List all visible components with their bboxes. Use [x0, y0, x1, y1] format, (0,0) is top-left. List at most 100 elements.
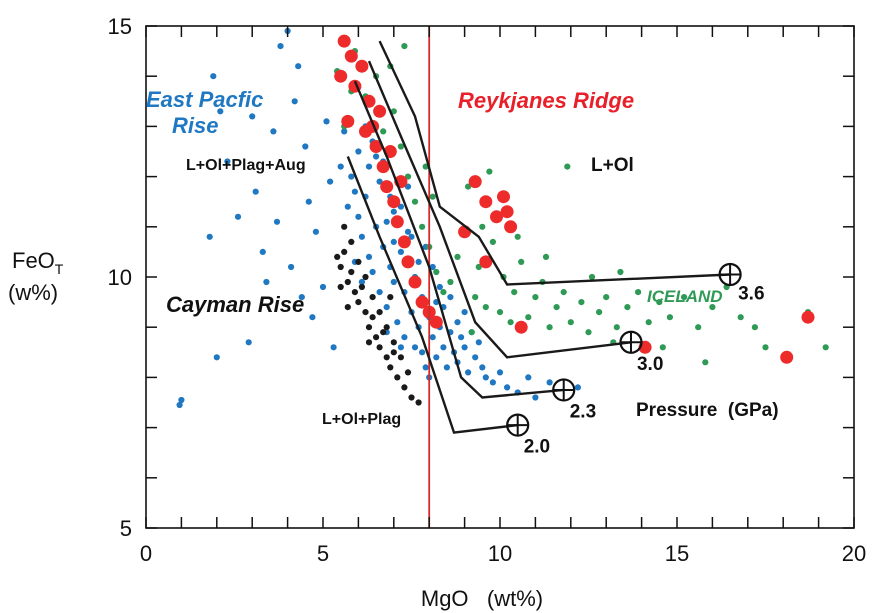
point-0-94 — [397, 203, 404, 210]
point-0-84 — [496, 369, 504, 376]
point-0-2 — [210, 73, 217, 80]
point-0-0 — [176, 401, 183, 409]
annotation-l-ol-plag: L+Ol+Plag — [322, 411, 401, 428]
point-0-103 — [373, 153, 380, 160]
y-axis-unit: (w%) — [8, 280, 58, 305]
point-2-61 — [588, 273, 596, 281]
trend-line-2.0 — [346, 156, 518, 434]
point-0-64 — [433, 354, 440, 361]
point-0-32 — [351, 188, 358, 195]
point-3-8 — [376, 160, 390, 174]
point-3-32 — [801, 310, 815, 324]
point-1-24 — [362, 273, 369, 281]
point-0-82 — [482, 374, 489, 381]
point-2-26 — [507, 319, 514, 326]
point-1-33 — [365, 339, 373, 346]
point-2-9 — [411, 198, 419, 205]
point-0-111 — [330, 344, 337, 351]
point-1-0 — [334, 253, 341, 260]
point-0-12 — [263, 278, 270, 286]
point-0-110 — [309, 314, 316, 321]
point-0-57 — [419, 349, 426, 356]
point-1-1 — [337, 263, 344, 271]
point-3-4 — [355, 59, 369, 73]
axis-ticks — [145, 25, 855, 529]
point-2-32 — [546, 324, 553, 331]
x-axis-title: MgO (wt%) — [421, 586, 543, 611]
point-2-54 — [702, 359, 709, 366]
point-1-26 — [376, 309, 383, 316]
point-0-68 — [443, 364, 450, 371]
point-0-22 — [305, 198, 312, 205]
point-0-4 — [217, 108, 224, 115]
point-2-44 — [645, 319, 652, 326]
x-tick-label: 5 — [317, 541, 329, 566]
point-0-80 — [475, 339, 482, 346]
point-2-19 — [475, 263, 482, 271]
point-0-77 — [465, 369, 472, 376]
point-0-46 — [390, 278, 397, 286]
point-0-11 — [259, 248, 266, 255]
annotation-east-pacific-rise-line1: East Pacfic — [146, 87, 263, 112]
point-2-67 — [401, 43, 408, 50]
point-3-23 — [490, 210, 503, 224]
point-0-23 — [312, 228, 319, 235]
point-0-19 — [298, 294, 305, 301]
point-0-83 — [489, 379, 496, 386]
point-0-17 — [288, 263, 295, 271]
point-0-50 — [401, 334, 408, 341]
y-tick-label: 15 — [108, 14, 132, 39]
point-0-6 — [224, 158, 231, 165]
point-2-35 — [564, 163, 571, 170]
y-axis-title: FeOT — [12, 248, 64, 277]
point-0-9 — [249, 113, 256, 120]
point-2-29 — [525, 314, 532, 321]
point-1-21 — [341, 223, 348, 230]
point-2-65 — [429, 193, 436, 200]
point-2-46 — [666, 314, 674, 321]
point-0-18 — [291, 98, 298, 105]
point-1-12 — [376, 344, 383, 351]
point-0-49 — [397, 248, 404, 255]
point-1-13 — [380, 329, 387, 336]
point-0-25 — [319, 283, 327, 291]
point-2-24 — [496, 309, 504, 316]
point-2-59 — [514, 233, 521, 240]
point-0-104 — [383, 218, 390, 225]
point-2-53 — [762, 344, 769, 351]
point-0-38 — [365, 163, 373, 170]
point-0-29 — [341, 128, 348, 135]
point-1-15 — [387, 364, 394, 371]
pressure-label-3.0: 3.0 — [637, 354, 663, 375]
point-3-2 — [334, 69, 348, 83]
point-2-39 — [596, 309, 603, 316]
point-0-21 — [295, 63, 302, 70]
point-3-9 — [380, 180, 394, 194]
point-1-10 — [369, 314, 376, 321]
point-0-89 — [546, 379, 553, 386]
point-0-74 — [458, 334, 465, 341]
point-2-20 — [479, 223, 486, 230]
point-2-5 — [380, 128, 387, 135]
point-1-31 — [337, 283, 344, 291]
point-3-18 — [373, 104, 387, 118]
point-2-41 — [613, 324, 620, 331]
point-1-30 — [404, 369, 412, 376]
point-3-25 — [500, 205, 514, 219]
point-2-51 — [737, 314, 744, 321]
point-0-39 — [369, 268, 376, 276]
point-0-5 — [206, 233, 213, 240]
point-0-62 — [429, 334, 436, 341]
point-1-16 — [390, 349, 397, 356]
point-1-7 — [358, 283, 365, 291]
point-2-14 — [447, 278, 454, 286]
point-1-32 — [344, 304, 351, 311]
point-3-31 — [780, 350, 794, 364]
point-1-25 — [369, 294, 376, 301]
point-1-18 — [401, 384, 408, 391]
point-0-48 — [394, 319, 401, 326]
pressure-label-2.0: 2.0 — [524, 437, 550, 458]
point-0-35 — [358, 233, 365, 240]
point-2-62 — [617, 268, 624, 276]
